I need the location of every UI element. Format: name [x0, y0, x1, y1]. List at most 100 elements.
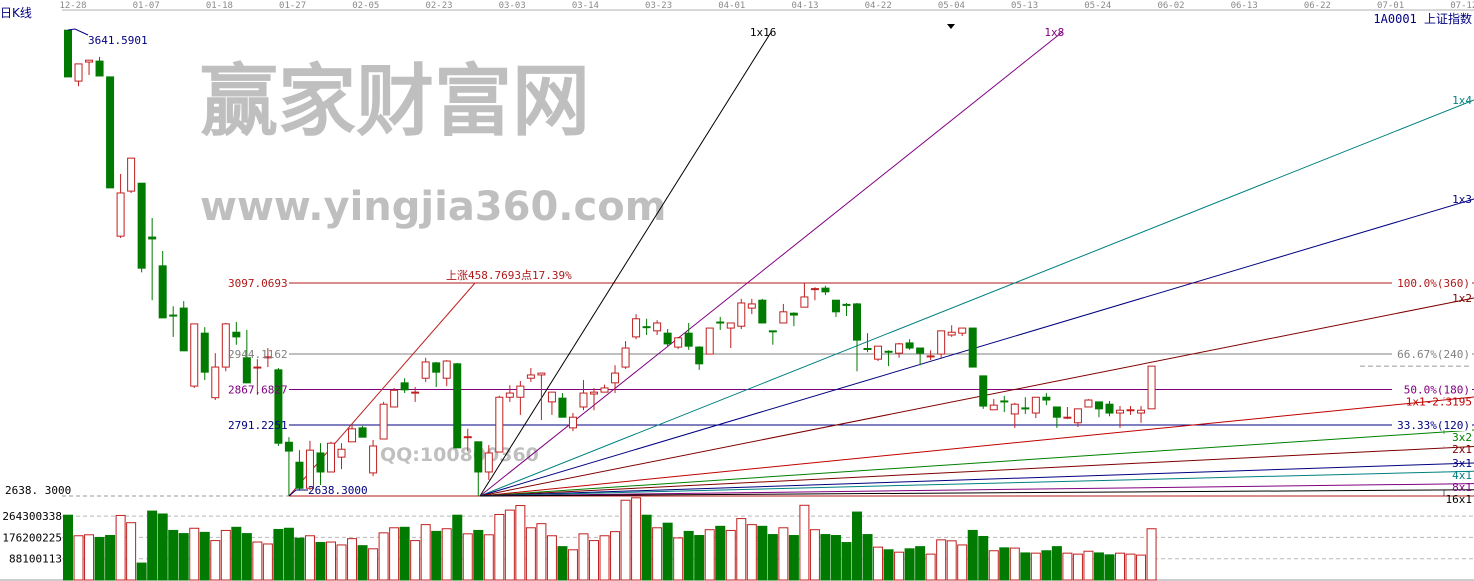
candle-body — [747, 303, 756, 309]
candle — [916, 347, 925, 366]
volume-bar — [147, 510, 158, 581]
candle-body — [547, 391, 556, 403]
candle — [390, 387, 399, 408]
candle — [305, 440, 314, 491]
gann-line — [479, 483, 1474, 497]
volume-bar — [641, 514, 652, 581]
candle — [316, 443, 325, 485]
candle — [611, 365, 620, 394]
candle-body — [484, 452, 493, 473]
candle-body — [95, 60, 104, 77]
x-tick-label: 01-27 — [279, 1, 306, 11]
candle-body — [989, 404, 998, 411]
level-label-bg — [1392, 348, 1472, 361]
candle — [474, 441, 483, 496]
candle-body — [390, 389, 399, 408]
candle — [379, 401, 388, 440]
candle — [169, 306, 178, 337]
candle — [937, 330, 946, 358]
candle — [495, 395, 504, 453]
level-pct-label: 33.33%(120) — [1397, 419, 1470, 432]
candle — [179, 301, 188, 352]
volume-bar — [378, 532, 389, 581]
candle-body — [895, 343, 904, 354]
candle-body — [158, 265, 167, 319]
candle-body — [779, 311, 788, 324]
candle — [453, 362, 462, 449]
volume-bar — [767, 534, 778, 581]
volume-bar — [704, 529, 715, 581]
candle-body — [1000, 400, 1009, 403]
candle-body — [516, 385, 525, 398]
gann-line — [479, 31, 772, 497]
candle — [947, 325, 956, 337]
volume-bar — [105, 535, 116, 581]
volume-bar — [1136, 554, 1147, 581]
candle-body — [1126, 409, 1135, 412]
candle-body — [221, 323, 230, 368]
candle — [1052, 406, 1061, 428]
candle — [432, 361, 441, 388]
volume-bar — [189, 527, 200, 581]
volume-bar — [683, 530, 694, 581]
candle-body — [621, 347, 630, 368]
candle-body — [274, 369, 283, 444]
volume-bar — [252, 541, 263, 581]
level-pct-label: 66.67%(240) — [1397, 348, 1470, 361]
candle-body — [863, 347, 872, 350]
candle — [590, 387, 598, 411]
level-value-label: 2944.1162 — [228, 348, 288, 361]
volume-bar — [1093, 552, 1104, 581]
volume-bar — [957, 544, 968, 581]
volume-bar — [936, 539, 947, 581]
candle-body — [1094, 401, 1103, 410]
candle-body — [348, 428, 357, 443]
period-label[interactable]: 日K线 — [0, 6, 32, 20]
candle-body — [179, 307, 188, 352]
volume-bar — [536, 523, 547, 581]
volume-bar — [746, 524, 757, 581]
candle-body — [358, 427, 367, 438]
candle-body — [316, 452, 325, 473]
gann-label: 1x4 — [1452, 94, 1472, 107]
high-connector — [67, 28, 89, 36]
candle — [85, 59, 94, 76]
volume-bar — [326, 541, 336, 581]
x-tick-label: 02-23 — [425, 1, 452, 11]
volume-bar — [883, 549, 894, 581]
candle — [726, 322, 735, 349]
candle — [1042, 393, 1051, 406]
candle-body — [421, 361, 430, 379]
volume-bar — [967, 529, 978, 581]
gann-line — [479, 99, 1474, 497]
x-tick-label: 07-12 — [1450, 1, 1474, 11]
candle — [537, 372, 546, 420]
candle-body — [474, 441, 483, 473]
candle-body — [1147, 365, 1156, 410]
volume-bar — [610, 531, 621, 581]
volume-bar — [1115, 552, 1125, 581]
candle — [200, 327, 209, 381]
volume-bar — [862, 534, 873, 581]
candle-body — [768, 330, 777, 333]
candle — [211, 353, 220, 401]
volume-bar — [389, 527, 400, 581]
candle — [516, 380, 525, 415]
volume-bar — [231, 526, 242, 581]
gann-line — [479, 31, 1063, 497]
volume-bar — [73, 535, 84, 581]
watermark-url: www.yingjia360.com — [200, 184, 666, 230]
candle-body — [127, 157, 136, 192]
candle-body — [148, 236, 157, 240]
candle — [284, 437, 293, 496]
gann-label: 1x2 — [1452, 292, 1472, 305]
gann-label: 8x1 — [1452, 481, 1472, 494]
watermark-brand: 赢家财富网 — [200, 57, 590, 147]
level-label-bg — [1392, 383, 1472, 396]
candle-body — [211, 366, 220, 399]
volume-bar — [473, 529, 484, 581]
candle-body — [537, 372, 546, 376]
gann-label: 4x1 — [1452, 469, 1472, 482]
